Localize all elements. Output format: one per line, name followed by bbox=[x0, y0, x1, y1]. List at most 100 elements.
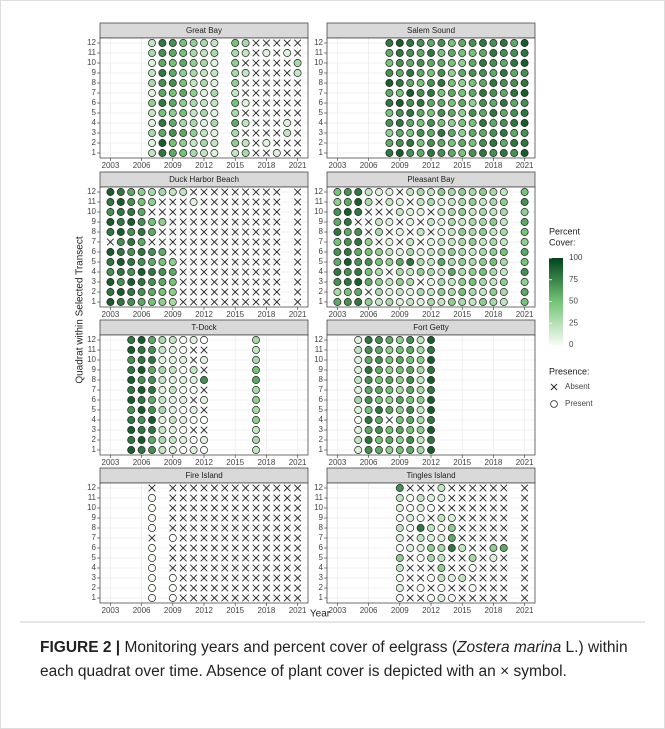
absent-stroke bbox=[210, 188, 219, 196]
absent-mark bbox=[189, 356, 198, 364]
absent-stroke bbox=[241, 268, 250, 276]
absent-mark bbox=[489, 494, 498, 502]
present-mark bbox=[499, 188, 508, 196]
absent-stroke bbox=[385, 228, 394, 236]
absent-mark bbox=[283, 554, 291, 562]
absent-stroke bbox=[169, 248, 177, 256]
absent-mark bbox=[169, 238, 177, 246]
absent-stroke bbox=[479, 584, 487, 592]
present-mark bbox=[468, 584, 477, 592]
absent-stroke bbox=[375, 238, 383, 246]
absent-stroke bbox=[416, 484, 425, 492]
present-mark bbox=[447, 149, 456, 157]
present-mark bbox=[458, 99, 467, 107]
absent-stroke bbox=[406, 594, 414, 602]
absent-mark bbox=[169, 504, 177, 512]
absent-mark bbox=[221, 288, 229, 296]
present-mark bbox=[427, 298, 435, 306]
absent-stroke bbox=[468, 594, 477, 602]
absent-mark bbox=[221, 524, 229, 532]
absent-stroke bbox=[241, 564, 250, 572]
present-mark bbox=[137, 228, 146, 236]
absent-mark bbox=[293, 198, 302, 206]
present-mark bbox=[416, 59, 425, 67]
present-mark bbox=[416, 109, 425, 117]
present-mark bbox=[385, 356, 394, 364]
present-mark bbox=[354, 228, 363, 236]
absent-mark bbox=[169, 484, 177, 492]
absent-stroke bbox=[500, 524, 508, 532]
y-tick-label: 11 bbox=[88, 493, 97, 502]
present-mark bbox=[437, 594, 446, 602]
present-mark bbox=[168, 336, 177, 344]
absent-mark bbox=[252, 504, 260, 512]
present-mark bbox=[375, 336, 383, 344]
present-mark bbox=[468, 99, 477, 107]
absent-stroke bbox=[200, 484, 208, 492]
absent-mark bbox=[179, 514, 187, 522]
present-mark bbox=[416, 336, 425, 344]
absent-stroke bbox=[273, 49, 281, 57]
absent-stroke bbox=[189, 494, 198, 502]
absent-stroke bbox=[262, 198, 271, 206]
present-mark bbox=[468, 89, 477, 97]
present-mark bbox=[179, 386, 188, 394]
absent-mark bbox=[221, 484, 229, 492]
present-mark bbox=[375, 346, 383, 354]
present-mark bbox=[447, 258, 456, 266]
absent-mark bbox=[273, 248, 281, 256]
absent-mark bbox=[468, 594, 477, 602]
present-mark bbox=[252, 416, 260, 424]
absent-stroke bbox=[179, 238, 187, 246]
present-mark bbox=[158, 99, 167, 107]
present-mark bbox=[416, 298, 425, 306]
present-mark bbox=[354, 208, 363, 216]
absent-stroke bbox=[252, 218, 260, 226]
present-mark bbox=[168, 406, 177, 414]
absent-stroke bbox=[468, 544, 477, 552]
absent-mark bbox=[262, 129, 271, 137]
absent-stroke bbox=[375, 208, 383, 216]
absent-mark bbox=[231, 208, 239, 216]
present-mark bbox=[189, 386, 198, 394]
present-mark bbox=[241, 149, 250, 157]
present-mark bbox=[210, 89, 219, 97]
present-mark bbox=[127, 346, 136, 354]
absent-stroke bbox=[179, 248, 187, 256]
y-tick-label: 2 bbox=[92, 583, 97, 592]
present-mark bbox=[447, 544, 456, 552]
present-mark bbox=[437, 139, 446, 147]
y-tick-label: 10 bbox=[314, 503, 323, 512]
absent-mark bbox=[283, 564, 291, 572]
present-mark bbox=[395, 119, 404, 127]
absent-stroke bbox=[262, 69, 271, 77]
absent-mark bbox=[293, 208, 302, 216]
absent-mark bbox=[241, 288, 250, 296]
panel-title: Salem Sound bbox=[407, 26, 455, 35]
x-tick-label: 2009 bbox=[164, 161, 182, 170]
present-mark bbox=[427, 89, 435, 97]
absent-mark bbox=[241, 504, 250, 512]
present-mark bbox=[231, 59, 240, 67]
absent-stroke bbox=[179, 534, 187, 542]
present-mark bbox=[231, 109, 240, 117]
absent-stroke bbox=[210, 484, 219, 492]
present-mark bbox=[447, 524, 456, 532]
present-mark bbox=[364, 356, 373, 364]
present-mark bbox=[447, 298, 456, 306]
present-mark bbox=[127, 228, 136, 236]
absent-stroke bbox=[479, 574, 487, 582]
present-mark bbox=[137, 446, 146, 454]
absent-mark bbox=[273, 268, 281, 276]
absent-mark bbox=[293, 89, 302, 97]
absent-mark bbox=[221, 278, 229, 286]
absent-stroke bbox=[241, 188, 250, 196]
legend-absent bbox=[550, 383, 558, 391]
present-mark bbox=[437, 524, 446, 532]
absent-mark bbox=[406, 554, 414, 562]
absent-stroke bbox=[231, 218, 239, 226]
absent-mark bbox=[200, 494, 208, 502]
present-mark bbox=[210, 129, 219, 137]
present-mark bbox=[489, 69, 498, 77]
present-mark bbox=[416, 99, 425, 107]
